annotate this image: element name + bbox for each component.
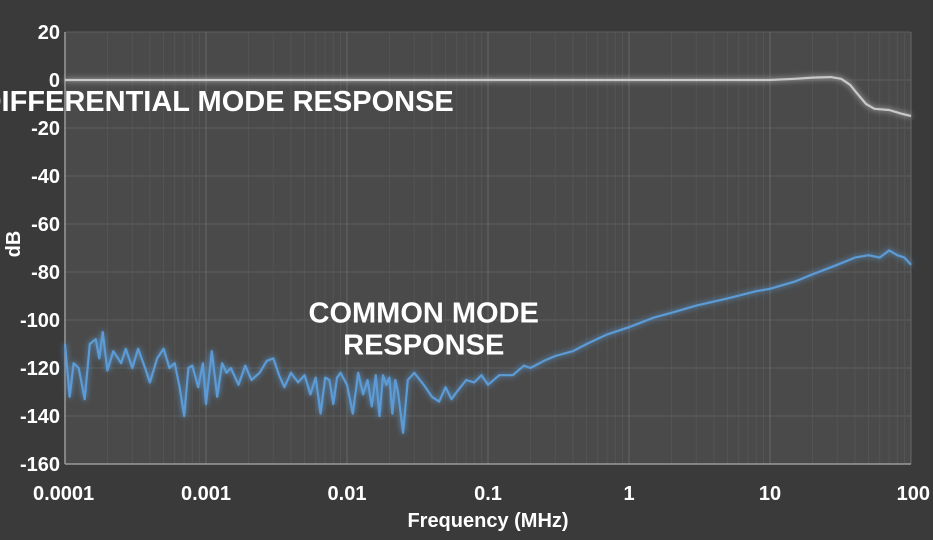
x-tick-label: 1	[623, 483, 634, 505]
x-tick-label: 0.0001	[33, 483, 94, 505]
x-axis-title: Frequency (MHz)	[407, 510, 568, 532]
y-tick-label: -160	[20, 454, 60, 476]
y-tick-label: 0	[49, 70, 60, 92]
annotation-line: COMMON MODE	[309, 297, 539, 329]
x-tick-label: 0.01	[328, 483, 367, 505]
x-tick-label: 0.1	[474, 483, 502, 505]
series-line-1	[65, 76, 912, 118]
annotation-1: DIFFERENTIAL MODE RESPONSE	[0, 86, 454, 118]
series-line-2	[63, 249, 912, 434]
y-tick-label: -140	[20, 406, 60, 428]
annotation-2: COMMON MODE RESPONSE	[309, 297, 539, 361]
y-tick-label: -80	[31, 262, 60, 284]
annotation-line: DIFFERENTIAL MODE RESPONSE	[0, 86, 454, 118]
y-tick-label: 20	[38, 22, 60, 44]
y-tick-label: -120	[20, 358, 60, 380]
y-tick-label: -100	[20, 310, 60, 332]
annotation-line: RESPONSE	[343, 329, 504, 361]
y-axis-title: dB	[3, 231, 25, 258]
x-tick-label: 0.001	[181, 483, 231, 505]
y-tick-label: -60	[31, 214, 60, 236]
x-tick-label: 100	[897, 483, 930, 505]
y-tick-label: -40	[31, 166, 60, 188]
y-tick-label: -20	[31, 118, 60, 140]
x-tick-label: 10	[759, 483, 781, 505]
